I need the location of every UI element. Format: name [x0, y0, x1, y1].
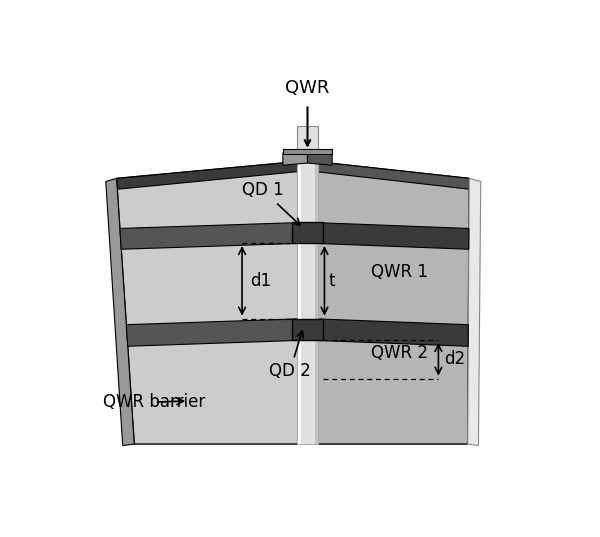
Polygon shape	[298, 155, 301, 444]
Polygon shape	[120, 222, 308, 249]
Polygon shape	[308, 161, 469, 444]
Polygon shape	[283, 151, 308, 165]
Text: QWR 2: QWR 2	[371, 344, 428, 362]
Polygon shape	[106, 178, 134, 446]
Polygon shape	[297, 126, 318, 155]
Polygon shape	[116, 161, 308, 189]
Polygon shape	[308, 222, 469, 249]
Text: QWR 1: QWR 1	[371, 263, 428, 281]
Polygon shape	[292, 222, 323, 243]
Polygon shape	[467, 178, 481, 446]
Polygon shape	[297, 155, 318, 444]
Polygon shape	[283, 149, 332, 154]
Text: d1: d1	[250, 272, 271, 290]
Polygon shape	[116, 161, 308, 444]
Text: t: t	[328, 272, 335, 290]
Text: QD 1: QD 1	[242, 182, 300, 226]
Polygon shape	[308, 318, 469, 346]
Text: d2: d2	[445, 350, 466, 368]
Text: QWR: QWR	[286, 79, 329, 97]
Text: QWR barrier: QWR barrier	[103, 393, 206, 411]
Polygon shape	[315, 155, 318, 444]
Polygon shape	[308, 151, 332, 165]
Polygon shape	[292, 318, 323, 340]
Text: QD 2: QD 2	[269, 331, 311, 380]
Polygon shape	[308, 161, 469, 189]
Polygon shape	[126, 318, 308, 346]
